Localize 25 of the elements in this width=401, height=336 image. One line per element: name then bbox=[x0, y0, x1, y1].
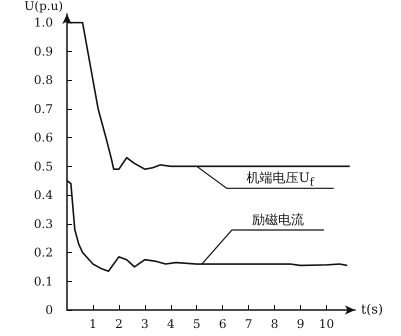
y-tick-label: 0.8 bbox=[34, 73, 53, 88]
y-tick-label: 0.5 bbox=[34, 159, 53, 174]
x-tick-label: 3 bbox=[141, 317, 149, 331]
y-tick-label: 0.4 bbox=[34, 188, 54, 202]
y-tick-label: 1.0 bbox=[34, 16, 53, 30]
x-tick-label: 9 bbox=[296, 317, 304, 331]
x-tick-label: 5 bbox=[192, 317, 201, 331]
annotation: 励磁电流 bbox=[252, 212, 304, 230]
y-tick-label: 0.3 bbox=[34, 216, 53, 231]
x-tick-label: 1 bbox=[89, 317, 97, 331]
y-tick-label: 0.6 bbox=[34, 130, 53, 145]
x-tick-label: 2 bbox=[115, 317, 123, 331]
x-axis-title: t(s) bbox=[361, 302, 384, 318]
x-tick-label: 10 bbox=[318, 317, 334, 331]
y-tick-label: 0.2 bbox=[34, 246, 53, 260]
x-tick-label: 6 bbox=[218, 317, 226, 331]
x-tick-label: 7 bbox=[244, 317, 252, 331]
annotation: 机端电压U$_{f}$ bbox=[246, 170, 314, 189]
y-tick-label: 0.9 bbox=[34, 44, 53, 58]
y-tick-label: 0 bbox=[45, 303, 53, 317]
y-axis-title: U(p.u) bbox=[24, 0, 63, 13]
x-tick-label: 4 bbox=[166, 317, 175, 331]
y-tick-label: 0.7 bbox=[34, 102, 53, 116]
y-tick-label: 0.1 bbox=[34, 274, 53, 288]
x-tick-label: 8 bbox=[270, 317, 278, 331]
